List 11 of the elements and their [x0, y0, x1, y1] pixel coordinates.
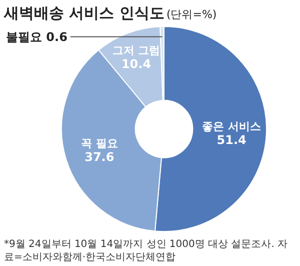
slice-label: 좋은 서비스 — [202, 120, 262, 133]
slice-label: 불필요 — [6, 30, 42, 44]
slice-label: 꼭 필요 — [80, 137, 118, 150]
slice-label: 그저 그럼 — [112, 44, 160, 58]
data-label: 51.4 — [216, 132, 246, 147]
text: *9월 24일부터 10월 14일까지 성인 1000명 대상 설문조사. 자료=소비자와함께·한국소비자단체연합 — [4, 239, 288, 263]
data-label: 0.6 — [46, 30, 68, 44]
data-label: 37.6 — [84, 150, 114, 164]
data-label: 10.4 — [121, 57, 152, 72]
chart-subtitle: (단위=%) — [166, 8, 217, 21]
chart-title: 새벽배송 서비스 인식도 — [3, 4, 164, 22]
